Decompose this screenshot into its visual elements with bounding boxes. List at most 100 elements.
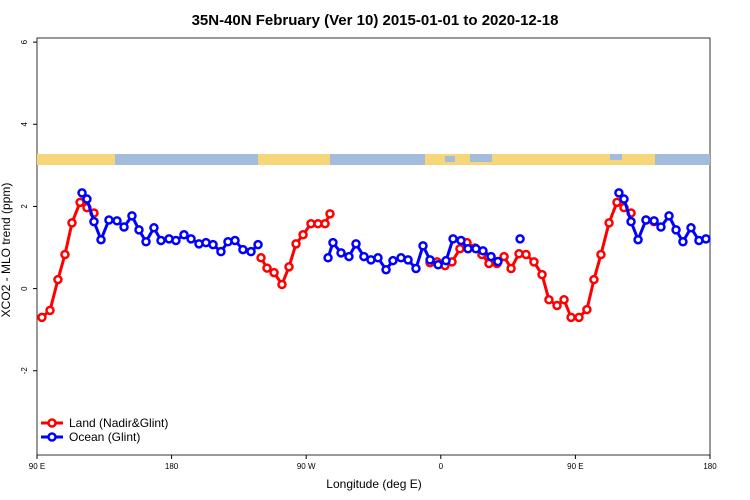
data-point <box>171 235 181 246</box>
x-axis-label: Longitude (deg E) <box>326 477 421 491</box>
data-point <box>411 263 421 274</box>
x-tick-label: 180 <box>165 462 179 471</box>
data-point <box>478 246 488 256</box>
data-point <box>614 188 624 198</box>
data-point <box>323 253 333 263</box>
data-point <box>112 216 122 226</box>
data-point <box>552 300 562 311</box>
x-tick-label: 0 <box>439 462 444 471</box>
data-point <box>388 255 398 266</box>
data-point <box>656 222 666 232</box>
data-point <box>499 251 509 262</box>
data-point <box>156 235 166 246</box>
data-point <box>351 239 361 249</box>
data-point <box>96 234 106 245</box>
data-point <box>641 215 651 225</box>
data-point <box>456 235 466 246</box>
x-tick-label: 90 W <box>297 462 316 471</box>
data-point <box>246 246 256 257</box>
data-point <box>649 216 659 226</box>
data-point <box>626 216 636 227</box>
data-point <box>537 269 547 280</box>
data-point <box>619 194 629 204</box>
data-point <box>208 239 218 250</box>
data-point <box>359 251 369 262</box>
data-point <box>678 237 688 247</box>
y-tick-label: 2 <box>20 204 29 209</box>
data-point <box>127 211 137 221</box>
data-point <box>448 234 458 244</box>
y-tick-label: 4 <box>20 122 29 127</box>
data-point <box>320 218 330 229</box>
data-point <box>262 263 272 273</box>
data-point <box>238 244 248 255</box>
data-point <box>298 230 308 240</box>
data-point <box>256 253 266 263</box>
data-point <box>493 256 503 267</box>
x-tick-label: 90 E <box>567 462 583 471</box>
data-point <box>521 249 531 260</box>
data-point <box>686 223 696 233</box>
data-point <box>515 234 525 244</box>
data-point <box>179 230 189 240</box>
x-tick-label: 90 E <box>29 462 45 471</box>
data-point <box>291 239 301 249</box>
data-point <box>269 267 279 278</box>
data-point <box>589 274 599 285</box>
data-point <box>582 304 592 315</box>
data-point <box>633 234 643 245</box>
data-point <box>277 279 287 290</box>
x-tick-label: 180 <box>703 462 717 471</box>
data-point <box>284 262 294 272</box>
data-point <box>67 218 77 228</box>
y-tick-label: 6 <box>20 39 29 44</box>
data-point <box>463 244 473 254</box>
data-point <box>119 222 129 232</box>
legend-marker <box>47 432 57 442</box>
data-point <box>82 194 92 204</box>
data-point <box>544 294 554 305</box>
data-point <box>433 260 443 270</box>
data-point <box>104 215 114 225</box>
plot-frame <box>36 37 711 456</box>
data-point <box>381 264 391 275</box>
data-point <box>418 241 428 251</box>
data-point <box>37 312 47 323</box>
data-point <box>253 239 263 250</box>
data-point <box>671 225 681 235</box>
data-point <box>506 263 516 274</box>
data-point <box>149 223 159 233</box>
data-point <box>425 255 435 265</box>
data-point <box>134 225 144 235</box>
data-point <box>373 253 383 263</box>
data-point <box>486 251 496 262</box>
data-point <box>186 234 196 244</box>
y-axis-label: XCO2 - MLO trend (ppm) <box>0 183 13 318</box>
data-point <box>529 257 539 267</box>
data-point <box>455 244 465 254</box>
data-point <box>230 235 240 246</box>
legend-label: Ocean (Glint) <box>69 430 140 444</box>
land-ocean-strip <box>37 154 710 165</box>
data-point <box>344 251 354 262</box>
data-point <box>612 197 622 208</box>
data-point <box>559 294 569 305</box>
data-point <box>574 312 584 323</box>
chart-title: 35N-40N February (Ver 10) 2015-01-01 to … <box>192 12 559 29</box>
data-point <box>141 237 151 247</box>
y-tick-label: -2 <box>20 367 29 375</box>
data-point <box>45 305 55 316</box>
data-point <box>77 188 87 198</box>
data-point <box>701 234 711 244</box>
data-point <box>664 211 674 221</box>
data-point <box>216 246 226 257</box>
data-point <box>53 274 63 285</box>
data-point <box>336 248 346 258</box>
y-tick-label: 0 <box>20 286 29 291</box>
data-point <box>596 249 606 260</box>
data-point <box>403 255 413 265</box>
data-point <box>328 237 338 248</box>
data-point <box>89 216 99 227</box>
data-point <box>566 312 576 323</box>
data-point <box>441 255 451 266</box>
